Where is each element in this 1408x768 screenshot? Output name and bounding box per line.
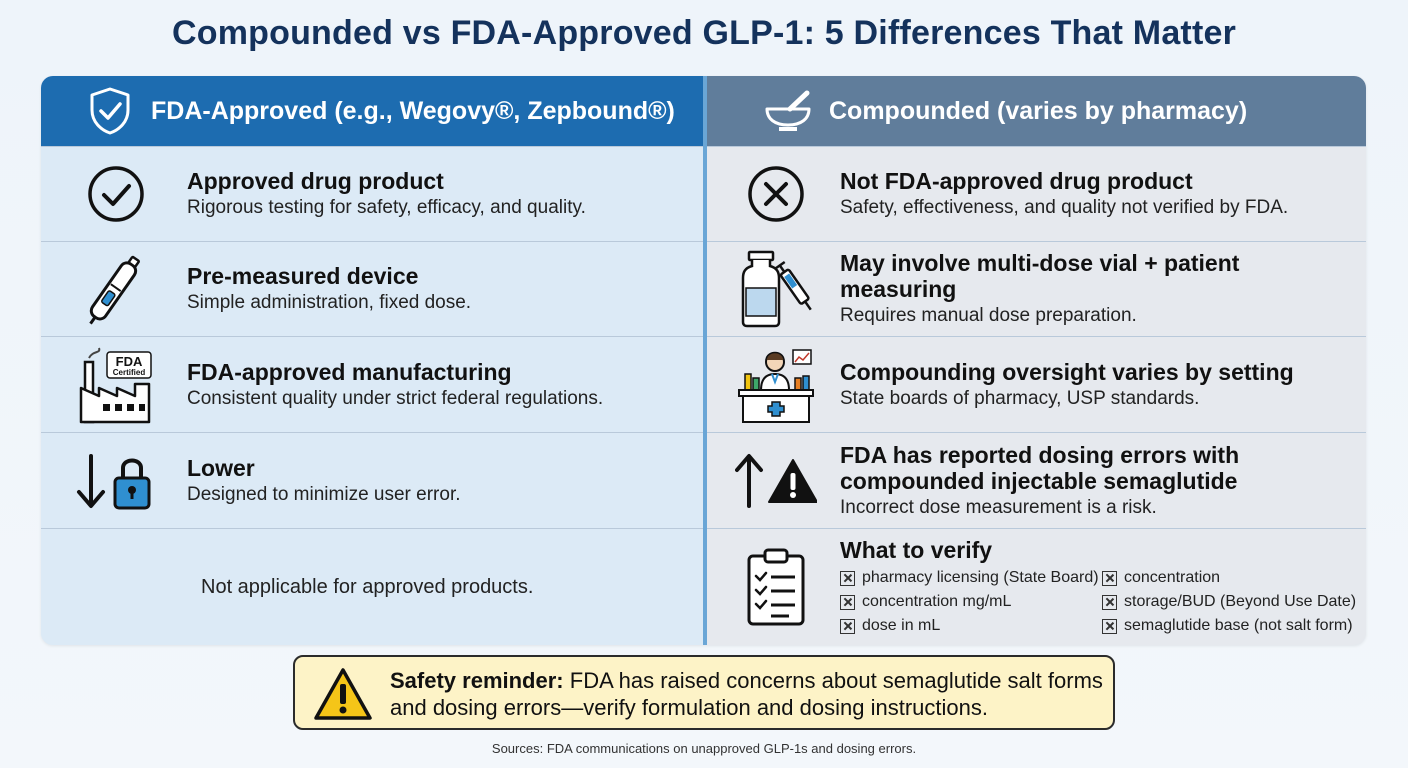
- factory-icon: FDA Certified: [75, 344, 157, 426]
- row-title-line-1: FDA has reported dosing errors with: [840, 441, 1240, 468]
- not-applicable-text: Not applicable for approved products.: [201, 575, 534, 598]
- row-title: Approved drug product: [187, 168, 444, 194]
- verify-row: What to verify pharmacy licensing (State…: [707, 528, 1366, 645]
- arrow-down-lock-icon: [75, 440, 157, 522]
- x-box-icon: [1102, 618, 1117, 634]
- verify-item: pharmacy licensing (State Board): [840, 567, 1102, 589]
- fda-badge-label: FDA: [116, 354, 143, 369]
- manufacturing-row: FDA Certified FDA-approved manufacturing…: [41, 336, 703, 432]
- row-title: Lower: [187, 454, 255, 481]
- page-title: Compounded vs FDA-Approved GLP-1: 5 Diff…: [171, 14, 1237, 52]
- x-box-icon: [840, 618, 855, 634]
- x-circle-icon: [735, 153, 817, 235]
- verify-checklist: pharmacy licensing (State Board) concent…: [840, 567, 1358, 637]
- row-title: May involve multi-dose vial + patient me…: [840, 250, 1240, 302]
- row-title: Not FDA-approved drug product: [840, 168, 1193, 194]
- certified-badge-label: Certified: [113, 368, 146, 377]
- safety-reminder-text: Safety reminder: FDA has raised concerns…: [390, 667, 1110, 721]
- arrow-up-warning-icon: [735, 440, 817, 522]
- row-description: Safety, effectiveness, and quality not v…: [840, 197, 1289, 218]
- row-title: Pre-measured device: [187, 263, 419, 289]
- dosing-errors-row: FDA has reported dosing errors with comp…: [707, 432, 1366, 528]
- verify-title: What to verify: [840, 537, 993, 563]
- comparison-panel: FDA-Approved (e.g., Wegovy®, Zepbound®) …: [41, 76, 1366, 645]
- x-box-icon: [840, 594, 855, 610]
- row-description: Requires manual dose preparation.: [840, 305, 1137, 326]
- warning-triangle-icon: [313, 666, 373, 722]
- mortar-pestle-icon: [763, 86, 813, 136]
- safety-reminder-box: Safety reminder: FDA has raised concerns…: [293, 655, 1115, 730]
- verify-item: concentration mg/mL: [840, 591, 1102, 613]
- shield-check-icon: [85, 86, 135, 136]
- row-title-line-2: compounded injectable semaglutide: [840, 467, 1238, 494]
- fda-approved-column: FDA-Approved (e.g., Wegovy®, Zepbound®) …: [41, 76, 703, 645]
- row-title: Compounding oversight varies by setting: [840, 358, 1294, 385]
- row-description: State boards of pharmacy, USP standards.: [840, 387, 1200, 409]
- not-approved-row: Not FDA-approved drug product Safety, ef…: [707, 146, 1366, 241]
- row-description: Rigorous testing for safety, efficacy, a…: [187, 197, 586, 218]
- safety-reminder-body: FDA has raised concerns about semaglutid…: [390, 668, 1103, 720]
- compounded-column: Compounded (varies by pharmacy) Not FDA-…: [707, 76, 1366, 645]
- vial-syringe-icon: [735, 248, 817, 330]
- verify-item: dose in mL: [840, 615, 1102, 637]
- x-box-icon: [1102, 594, 1117, 610]
- column-divider: [703, 76, 707, 645]
- multi-dose-vial-row: May involve multi-dose vial + patient me…: [707, 241, 1366, 336]
- approved-drug-row: Approved drug product Rigorous testing f…: [41, 146, 703, 241]
- verify-item: concentration: [1102, 567, 1362, 589]
- lower-risk-row: Lower Designed to minimize user error.: [41, 432, 703, 528]
- safety-reminder-label: Safety reminder:: [390, 668, 564, 693]
- x-box-icon: [1102, 570, 1117, 586]
- check-circle-icon: [75, 153, 157, 235]
- verify-item: storage/BUD (Beyond Use Date): [1102, 591, 1362, 613]
- row-description: Incorrect dose measurement is a risk.: [840, 496, 1157, 518]
- fda-approved-header-label: FDA-Approved (e.g., Wegovy®, Zepbound®): [151, 96, 675, 125]
- fda-approved-header: FDA-Approved (e.g., Wegovy®, Zepbound®): [41, 76, 703, 146]
- compounded-header-label: Compounded (varies by pharmacy): [829, 96, 1248, 125]
- compounded-header: Compounded (varies by pharmacy): [707, 76, 1366, 146]
- x-box-icon: [840, 570, 855, 586]
- row-description: Consistent quality under strict federal …: [187, 387, 604, 409]
- row-description: Simple administration, fixed dose.: [187, 292, 472, 313]
- row-title: FDA-approved manufacturing: [187, 358, 512, 385]
- oversight-row: Compounding oversight varies by setting …: [707, 336, 1366, 432]
- verify-item: semaglutide base (not salt form): [1102, 615, 1362, 637]
- sources-footnote: Sources: FDA communications on unapprove…: [491, 741, 917, 756]
- row-description: Designed to minimize user error.: [187, 483, 461, 505]
- pharmacist-icon: [735, 344, 817, 426]
- not-applicable-row: Not applicable for approved products.: [41, 528, 703, 645]
- injection-pen-icon: [75, 248, 157, 330]
- clipboard-checklist-icon: [735, 546, 817, 628]
- pre-measured-device-row: Pre-measured device Simple administratio…: [41, 241, 703, 336]
